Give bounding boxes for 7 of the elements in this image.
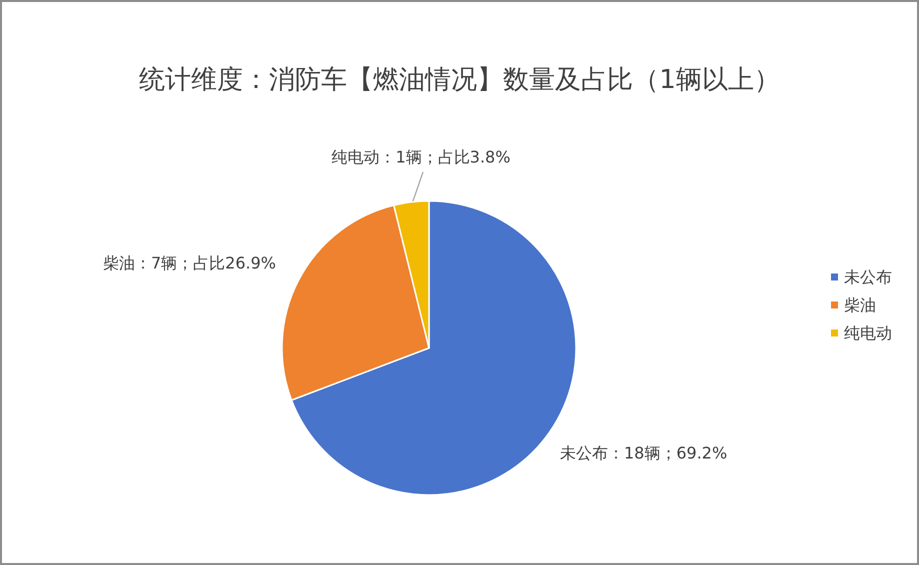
legend-label: 纯电动 bbox=[844, 324, 892, 342]
chart-title: 统计维度：消防车【燃油情况】数量及占比（1辆以上） bbox=[139, 65, 780, 95]
legend-label: 未公布 bbox=[844, 268, 892, 286]
legend-label: 柴油 bbox=[844, 296, 876, 314]
data-label: 未公布：18辆；69.2% bbox=[560, 444, 728, 462]
data-label: 纯电动：1辆；占比3.8% bbox=[332, 148, 510, 166]
data-label: 柴油：7辆；占比26.9% bbox=[102, 254, 276, 272]
